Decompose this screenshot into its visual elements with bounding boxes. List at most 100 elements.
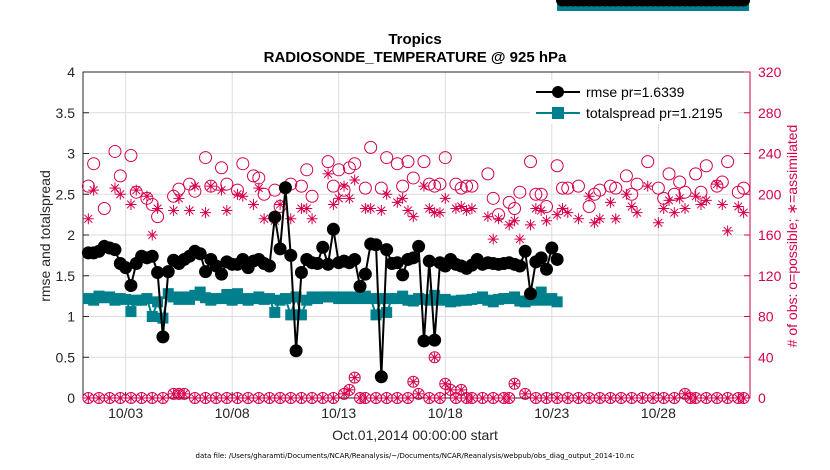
obs-assimilated-point xyxy=(738,207,750,219)
obs-assimilated-point xyxy=(588,217,600,229)
obs-possible-point xyxy=(199,151,213,165)
obs-zero-asterisk xyxy=(680,388,691,399)
obs-zero-asterisk xyxy=(339,388,350,399)
obs-assimilated-point xyxy=(525,219,537,231)
totalspread-point xyxy=(290,291,302,303)
obs-zero-asterisk xyxy=(711,393,722,403)
obs-possible-point xyxy=(145,197,159,211)
obs-assimilated-point xyxy=(274,198,286,210)
obs-zero-asterisk xyxy=(360,393,371,403)
rmse-point xyxy=(390,256,404,270)
y-axis-label-left: rmse and totalspread xyxy=(37,170,53,302)
obs-zero-asterisk xyxy=(445,384,456,395)
obs-possible-point xyxy=(183,177,197,191)
rmse-point xyxy=(358,267,372,281)
obs-possible-point xyxy=(342,161,356,175)
x-tick-label: 10/13 xyxy=(321,405,356,421)
obs-assimilated-point xyxy=(514,233,526,245)
obs-possible-point xyxy=(406,171,420,185)
obs-assimilated-point xyxy=(466,203,478,215)
obs-zero-asterisk xyxy=(520,388,531,399)
totalspread-point xyxy=(263,293,275,305)
obs-possible-point xyxy=(294,179,308,193)
obs-possible-point xyxy=(582,199,596,213)
obs-assimilated-point xyxy=(306,213,318,225)
legend-box xyxy=(530,80,738,124)
obs-possible-point xyxy=(246,169,260,183)
obs-assimilated-point xyxy=(391,196,403,208)
rmse-point xyxy=(193,247,207,261)
obs-assimilated-point xyxy=(146,229,158,241)
obs-assimilated-point xyxy=(482,211,494,223)
obs-possible-point xyxy=(305,189,319,203)
rmse-point xyxy=(534,251,548,265)
obs-zero-asterisk xyxy=(264,393,275,403)
obs-possible-point xyxy=(113,169,127,183)
obs-assimilated-point xyxy=(88,184,100,196)
y-tick-label-right: 40 xyxy=(758,349,774,365)
obs-zero-asterisk xyxy=(626,393,637,403)
totalspread-point xyxy=(120,293,132,305)
obs-zero-point xyxy=(178,387,191,400)
obs-assimilated-point xyxy=(658,203,670,215)
obs-zero-point xyxy=(327,392,340,404)
x-tick-label: 10/28 xyxy=(641,405,676,421)
obs-zero-asterisk xyxy=(296,393,307,403)
obs-assimilated-point xyxy=(450,203,462,215)
obs-zero-asterisk xyxy=(605,393,616,403)
obs-possible-point xyxy=(699,159,713,173)
rmse-point xyxy=(316,240,330,254)
rmse-point xyxy=(278,181,292,195)
obs-assimilated-point xyxy=(402,205,414,217)
obs-possible-point xyxy=(555,181,569,195)
totalspread-point xyxy=(381,306,393,318)
obs-assimilated-point xyxy=(253,182,265,194)
obs-assimilated-point xyxy=(173,192,185,204)
totalspread-point xyxy=(279,293,291,305)
obs-assimilated-point xyxy=(503,219,515,231)
obs-possible-point xyxy=(417,155,431,169)
obs-possible-point xyxy=(97,202,111,216)
obs-assimilated-point xyxy=(626,200,638,212)
obs-possible-point xyxy=(167,189,181,203)
obs-zero-asterisk xyxy=(434,393,445,403)
obs-zero-asterisk xyxy=(594,393,605,403)
obs-zero-point xyxy=(433,392,446,404)
legend: rmse pr=1.6339 totalspread pr=1.2195 xyxy=(530,80,738,124)
totalspread-point xyxy=(535,286,547,298)
obs-possible-point xyxy=(508,202,522,216)
totalspread-point xyxy=(152,296,164,308)
y-tick-label-left: 2.5 xyxy=(56,186,76,202)
rmse-point xyxy=(321,257,335,271)
obs-zero-asterisk xyxy=(477,393,488,403)
obs-zero-point xyxy=(737,392,750,404)
y-tick-label-left: 1.5 xyxy=(56,268,76,284)
totalspread-point xyxy=(226,294,238,306)
obs-assimilated-point xyxy=(343,192,355,204)
obs-zero-asterisk xyxy=(424,393,435,403)
obs-possible-point xyxy=(401,155,415,169)
series xyxy=(81,0,751,404)
obs-possible-point xyxy=(673,175,687,189)
obs-zero-asterisk xyxy=(253,393,264,403)
obs-zero-asterisk xyxy=(402,393,413,403)
legend-spread-label: totalspread pr=1.2195 xyxy=(586,105,723,121)
obs-possible-point xyxy=(481,167,495,181)
rmse-point xyxy=(428,333,442,347)
obs-zero-asterisk xyxy=(307,393,318,403)
rmse-point xyxy=(369,238,383,252)
rmse-point xyxy=(215,267,229,281)
obs-assimilated-point xyxy=(716,198,728,210)
y-tick-label-left: 4 xyxy=(67,64,75,80)
totalspread-point xyxy=(157,312,169,324)
obs-possible-point xyxy=(454,181,468,195)
y-tick-label-left: 1 xyxy=(67,309,75,325)
obs-possible-point xyxy=(539,199,553,213)
obs-assimilated-point xyxy=(487,233,499,245)
obs-zero-asterisk xyxy=(147,393,158,403)
obs-possible-point xyxy=(108,144,122,158)
obs-zero-asterisk xyxy=(722,393,733,403)
obs-assimilated-point xyxy=(663,194,675,206)
obs-possible-point xyxy=(465,179,479,193)
